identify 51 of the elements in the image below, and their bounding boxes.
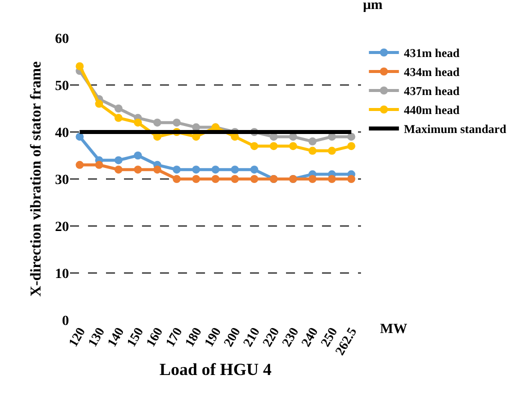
point (76, 160, 84, 169)
text: MW (380, 322, 408, 337)
y-tick-label: 10 (55, 266, 69, 282)
point (250, 166, 258, 174)
point (95, 160, 104, 169)
point (328, 175, 336, 183)
point (114, 156, 122, 164)
point (134, 118, 142, 127)
point (328, 146, 336, 155)
point (192, 175, 200, 183)
legend-label: Maximum standard (404, 122, 507, 136)
legend-label: 437m head (404, 84, 460, 98)
point (250, 175, 258, 183)
point (153, 166, 162, 174)
point (270, 142, 278, 150)
point (347, 142, 356, 150)
legend-label: 434m head (404, 65, 460, 80)
y-tick-label: 30 (55, 172, 69, 188)
x-axis-title: Load of HGU 4 (160, 360, 272, 379)
y-tick-label: 60 (55, 32, 69, 47)
y-tick-label: 20 (55, 220, 69, 235)
point (134, 152, 142, 160)
point (289, 142, 298, 150)
point (230, 175, 239, 183)
y-tick-label: 50 (55, 78, 69, 94)
point (172, 166, 181, 174)
point (153, 118, 162, 127)
point (347, 175, 356, 183)
point (114, 166, 122, 174)
point (250, 142, 258, 150)
point (192, 166, 200, 174)
point (212, 166, 220, 174)
point (76, 62, 84, 70)
point (347, 132, 356, 141)
y-axis-title: X-direction vibration of stator frame (28, 61, 44, 297)
point (308, 146, 316, 155)
text: μm (363, 0, 383, 13)
legend-label: 440m head (404, 103, 460, 118)
point (95, 100, 104, 108)
point (230, 166, 239, 174)
point (308, 175, 316, 183)
point (212, 175, 220, 183)
point (76, 132, 84, 141)
point (308, 137, 316, 146)
y-tick-label: 40 (55, 126, 69, 141)
legend-label: 431m head (404, 46, 460, 60)
point (172, 118, 181, 127)
point (114, 114, 122, 122)
point (114, 104, 122, 112)
point (134, 166, 142, 174)
point (172, 175, 181, 183)
